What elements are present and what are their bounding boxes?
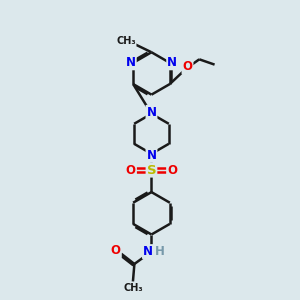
Text: N: N <box>146 106 157 119</box>
Text: N: N <box>167 56 177 69</box>
Text: CH₃: CH₃ <box>116 36 136 46</box>
Text: O: O <box>167 164 177 176</box>
Text: N: N <box>126 56 136 69</box>
Text: H: H <box>155 245 165 258</box>
Text: N: N <box>143 245 153 258</box>
Text: O: O <box>182 61 193 74</box>
Text: O: O <box>126 164 136 176</box>
Text: CH₃: CH₃ <box>123 283 143 292</box>
Text: S: S <box>147 164 156 176</box>
Text: N: N <box>146 149 157 162</box>
Text: O: O <box>111 244 121 257</box>
